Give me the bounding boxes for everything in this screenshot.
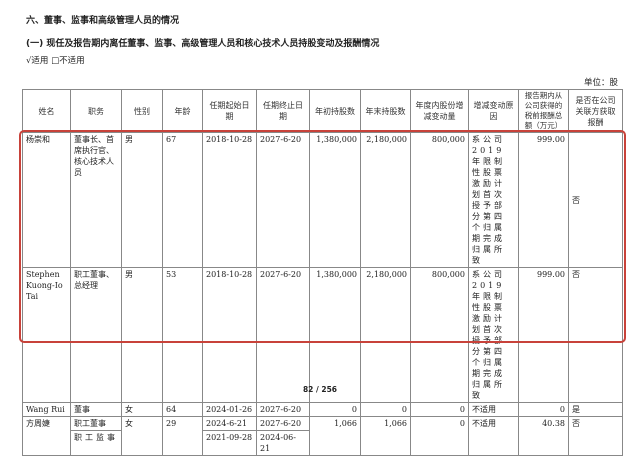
- begin-shares-cell: 0: [309, 402, 361, 417]
- header-cell: 姓名: [22, 89, 71, 133]
- end-shares-cell: 1,066: [360, 416, 411, 456]
- pay-cell: 999.00: [518, 267, 569, 403]
- end-shares-cell: 0: [360, 402, 411, 417]
- change-cell: 800,000: [410, 132, 469, 268]
- header-cell: 职务: [70, 89, 122, 133]
- table-header-row: 姓名 职务 性别 年龄 任期起始日期 任期终止日期 年初持股数 年末持股数 年度…: [22, 89, 623, 133]
- header-cell: 任期终止日期: [256, 89, 310, 133]
- begin-shares-cell: 1,380,000: [309, 132, 361, 268]
- shareholding-table: 姓名 职务 性别 年龄 任期起始日期 任期终止日期 年初持股数 年末持股数 年度…: [22, 89, 623, 456]
- title-cell: 职工董事: [70, 416, 122, 431]
- begin-shares-cell: 1,380,000: [309, 267, 361, 403]
- table-row: 方周婕 职工董事 女 29 2024-6-21 2027-6-20 1,066 …: [22, 416, 623, 456]
- end-cell: 2027-6-20: [256, 402, 310, 417]
- reason-cell: 不适用: [468, 416, 519, 456]
- gender-cell: 女: [121, 402, 163, 417]
- subsection-title: (一) 现任及报告期内离任董事、监事、高级管理人员和核心技术人员持股变动及报酬情…: [26, 39, 380, 49]
- reason-cell: 系公司2019年限制性股票激励计划首次授予部分第四个归属期完成归属所致: [468, 132, 519, 268]
- header-cell: 年末持股数: [360, 89, 411, 133]
- age-cell: 64: [162, 402, 203, 417]
- header-cell: 性别: [121, 89, 163, 133]
- start-cell: 2024-6-21: [202, 416, 257, 431]
- unit-label: 单位：股: [583, 78, 618, 88]
- end-cell: 2027-6-20: [256, 416, 310, 431]
- header-cell: 年龄: [162, 89, 203, 133]
- end-shares-cell: 2,180,000: [360, 132, 411, 268]
- start-cell: 2018-10-28: [202, 267, 257, 403]
- title-cell: 职工监事: [70, 430, 122, 456]
- pay-cell: 40.38: [518, 416, 569, 456]
- header-cell: 是否在公司关联方获取报酬: [568, 89, 623, 133]
- title-cell: 董事: [70, 402, 122, 417]
- change-cell: 0: [410, 402, 469, 417]
- start-cell: 2024-01-26: [202, 402, 257, 417]
- name-cell: Stephen Kuong-Io Tai: [22, 267, 71, 403]
- header-cell: 报告期内从公司获得的税前报酬总额（万元）: [518, 89, 569, 133]
- gender-cell: 男: [121, 267, 163, 403]
- header-cell: 任期起始日期: [202, 89, 257, 133]
- applicability-checkbox: √适用 □不适用: [26, 56, 85, 66]
- age-cell: 29: [162, 416, 203, 456]
- gender-cell: 女: [121, 416, 163, 456]
- table-row: 杨崇和 董事长、首席执行官、核心技术人员 男 67 2018-10-28 202…: [22, 132, 623, 268]
- name-cell: 方周婕: [22, 416, 71, 456]
- change-cell: 800,000: [410, 267, 469, 403]
- header-cell: 年初持股数: [309, 89, 361, 133]
- reason-cell: 系公司2019年限制性股票激励计划首次授予部分第四个归属期完成归属所致: [468, 267, 519, 403]
- related-cell: 否: [568, 267, 623, 403]
- name-cell: 杨崇和: [22, 132, 71, 268]
- name-cell: Wang Rui: [22, 402, 71, 417]
- related-cell: 否: [568, 132, 623, 268]
- pay-cell: 0: [518, 402, 569, 417]
- page-number: 82 / 256: [302, 385, 338, 394]
- age-cell: 67: [162, 132, 203, 268]
- end-shares-cell: 2,180,000: [360, 267, 411, 403]
- header-cell: 增减变动原因: [468, 89, 519, 133]
- change-cell: 0: [410, 416, 469, 456]
- header-cell: 年度内股份增减变动量: [410, 89, 469, 133]
- related-cell: 否: [568, 416, 623, 456]
- end-cell: 2027-6-20: [256, 132, 310, 268]
- section-title: 六、董事、监事和高级管理人员的情况: [26, 16, 180, 26]
- title-cell: 董事长、首席执行官、核心技术人员: [70, 132, 122, 268]
- gender-cell: 男: [121, 132, 163, 268]
- begin-shares-cell: 1,066: [309, 416, 361, 456]
- end-cell: 2024-06-21: [256, 430, 310, 456]
- title-cell: 职工董事、总经理: [70, 267, 122, 403]
- start-cell: 2018-10-28: [202, 132, 257, 268]
- pay-cell: 999.00: [518, 132, 569, 268]
- related-cell: 是: [568, 402, 623, 417]
- end-cell: 2027-6-20: [256, 267, 310, 403]
- start-cell: 2021-09-28: [202, 430, 257, 456]
- reason-cell: 不适用: [468, 402, 519, 417]
- table-row: Wang Rui 董事 女 64 2024-01-26 2027-6-20 0 …: [22, 402, 623, 417]
- age-cell: 53: [162, 267, 203, 403]
- table-row: Stephen Kuong-Io Tai 职工董事、总经理 男 53 2018-…: [22, 267, 623, 403]
